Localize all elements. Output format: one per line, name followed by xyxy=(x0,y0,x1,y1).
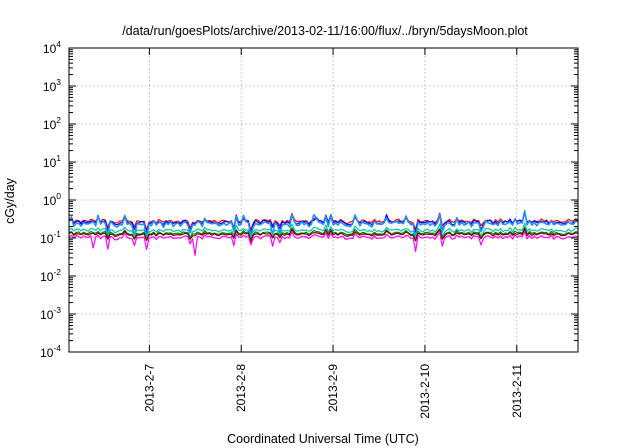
y-tick-label: 102 xyxy=(43,115,61,132)
y-tick-label: 10-4 xyxy=(40,343,61,360)
x-tick-label: 2013-2-11 xyxy=(510,364,524,418)
x-axis-label: Coordinated Universal Time (UTC) xyxy=(227,432,419,446)
chart-title: /data/run/goesPlots/archive/2013-02-11/1… xyxy=(122,24,528,38)
x-tick-label: 2013-2-7 xyxy=(142,364,156,412)
y-axis-label: cGy/day xyxy=(3,177,17,224)
ticks xyxy=(69,47,578,353)
x-tick-labels: 2013-2-7 2013-2-8 2013-2-9 2013-2-10 2013-2-… xyxy=(142,364,523,419)
grid xyxy=(69,48,578,352)
series-group xyxy=(68,209,579,256)
y-tick-label: 10-3 xyxy=(40,305,61,322)
y-tick-label: 101 xyxy=(43,153,61,170)
x-tick-label: 2013-2-8 xyxy=(234,364,248,412)
y-tick-label: 103 xyxy=(43,77,61,94)
y-tick-label: 10-1 xyxy=(40,229,61,246)
y-tick-label: 10-2 xyxy=(40,267,61,284)
x-tick-label: 2013-2-10 xyxy=(418,364,432,419)
series-line xyxy=(68,222,579,240)
y-tick-labels: 10-4 10-3 10-2 10-1 100 101 102 103 104 xyxy=(40,39,61,360)
series-line xyxy=(68,209,579,240)
y-tick-label: 100 xyxy=(43,191,61,208)
x-tick-label: 2013-2-9 xyxy=(326,364,340,412)
series-line xyxy=(68,231,579,256)
y-tick-label: 104 xyxy=(43,39,61,56)
series-line xyxy=(68,228,579,243)
